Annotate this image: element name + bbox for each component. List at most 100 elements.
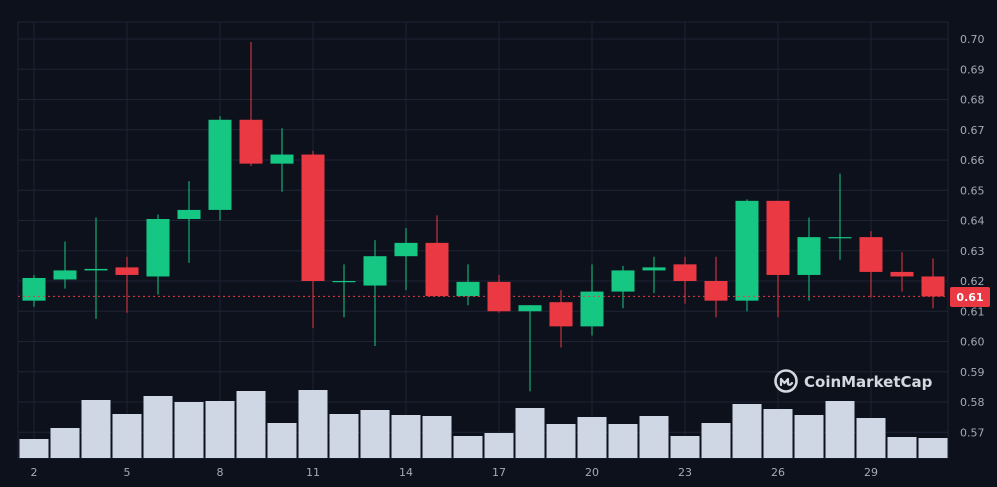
volume-bar — [484, 433, 514, 458]
candle — [301, 150, 325, 328]
volume-bar — [546, 424, 576, 458]
volume-bar — [19, 439, 49, 458]
x-tick-label: 14 — [399, 466, 413, 479]
candle — [828, 173, 852, 260]
current-price-badge-label: 0.61 — [956, 291, 983, 304]
current-price-badge: 0.61 — [950, 287, 990, 307]
volume-bar — [422, 416, 452, 458]
y-tick-label: 0.58 — [960, 396, 985, 409]
candle — [921, 258, 945, 309]
grid-layer — [17, 21, 949, 459]
candle — [766, 200, 790, 318]
volume-bar — [763, 409, 793, 458]
candle-body — [766, 200, 790, 275]
candle — [797, 217, 821, 301]
y-tick-label: 0.66 — [960, 154, 985, 167]
x-axis: 2 5 8 11 14 17 20 23 26 29 — [31, 466, 879, 479]
y-tick-label: 0.64 — [960, 215, 985, 228]
volume-bar — [112, 414, 142, 458]
candle-body — [177, 209, 201, 219]
candle — [115, 256, 139, 313]
y-tick-label: 0.62 — [960, 275, 985, 288]
x-tick-label: 17 — [492, 466, 506, 479]
x-tick-label: 20 — [585, 466, 599, 479]
candle — [239, 42, 263, 167]
volume-bar — [236, 391, 266, 458]
volume-bar — [360, 410, 390, 458]
candle-body — [828, 237, 852, 239]
y-tick-label: 0.68 — [960, 94, 985, 107]
candle-body — [673, 264, 697, 281]
candle — [394, 228, 418, 291]
y-tick-label: 0.69 — [960, 63, 985, 76]
candle — [642, 256, 666, 294]
candle-body — [301, 154, 325, 281]
candle-body — [611, 270, 635, 292]
y-tick-label: 0.63 — [960, 245, 985, 258]
volume-bar — [794, 415, 824, 458]
candle-body — [859, 237, 883, 272]
candle-body — [394, 242, 418, 257]
volume-bar — [639, 416, 669, 458]
candle — [580, 264, 604, 336]
y-tick-label: 0.61 — [960, 305, 985, 318]
candle-body — [239, 119, 263, 164]
candle — [363, 240, 387, 347]
volume-bar — [143, 396, 173, 458]
candle — [270, 128, 294, 192]
y-tick-label: 0.57 — [960, 426, 985, 439]
volume-bar — [608, 424, 638, 458]
y-tick-label: 0.65 — [960, 184, 985, 197]
volume-bar — [515, 408, 545, 458]
candle-body — [270, 154, 294, 164]
candle-body — [115, 267, 139, 275]
x-tick-label: 23 — [678, 466, 692, 479]
volume-bar — [81, 400, 111, 458]
candle — [177, 181, 201, 263]
candle-body — [797, 237, 821, 275]
candle — [890, 252, 914, 292]
y-axis: 0.70 0.69 0.68 0.67 0.66 0.65 0.64 0.63 0.62 0.61… — [960, 33, 985, 439]
candle-body — [53, 270, 77, 280]
candle — [332, 264, 356, 318]
y-tick-label: 0.70 — [960, 33, 985, 46]
candle — [53, 241, 77, 289]
volume-bar — [174, 402, 204, 458]
volume-bar — [329, 414, 359, 458]
y-tick-label: 0.59 — [960, 366, 985, 379]
candle — [549, 290, 573, 348]
candle — [425, 215, 449, 297]
candle — [208, 116, 232, 221]
candle-body — [642, 267, 666, 271]
volume-bar — [577, 417, 607, 458]
candle-body — [704, 281, 728, 301]
current-price-badge-bg — [950, 287, 990, 307]
y-tick-label: 0.60 — [960, 336, 985, 349]
candle-body — [425, 242, 449, 297]
volume-bar — [50, 428, 80, 458]
volume-bar — [670, 436, 700, 458]
candle-body — [921, 276, 945, 297]
volume-bar — [918, 438, 948, 458]
x-tick-label: 2 — [31, 466, 38, 479]
volume-bar — [453, 436, 483, 458]
x-tick-label: 8 — [217, 466, 224, 479]
volume-bar — [732, 404, 762, 458]
volume-bar — [391, 415, 421, 458]
volume-bar — [856, 418, 886, 458]
candle — [611, 265, 635, 309]
candle-body — [146, 218, 170, 277]
candle-body — [22, 277, 46, 301]
volume-bar — [298, 390, 328, 458]
candle — [456, 264, 480, 306]
watermark: CoinMarketCap — [774, 369, 933, 393]
watermark-brand-text: CoinMarketCap — [804, 373, 933, 391]
candle — [673, 256, 697, 304]
x-tick-label: 29 — [864, 466, 878, 479]
x-tick-label: 5 — [124, 466, 131, 479]
candle-body — [332, 281, 356, 283]
candle — [84, 217, 108, 319]
plot-border — [17, 21, 949, 459]
